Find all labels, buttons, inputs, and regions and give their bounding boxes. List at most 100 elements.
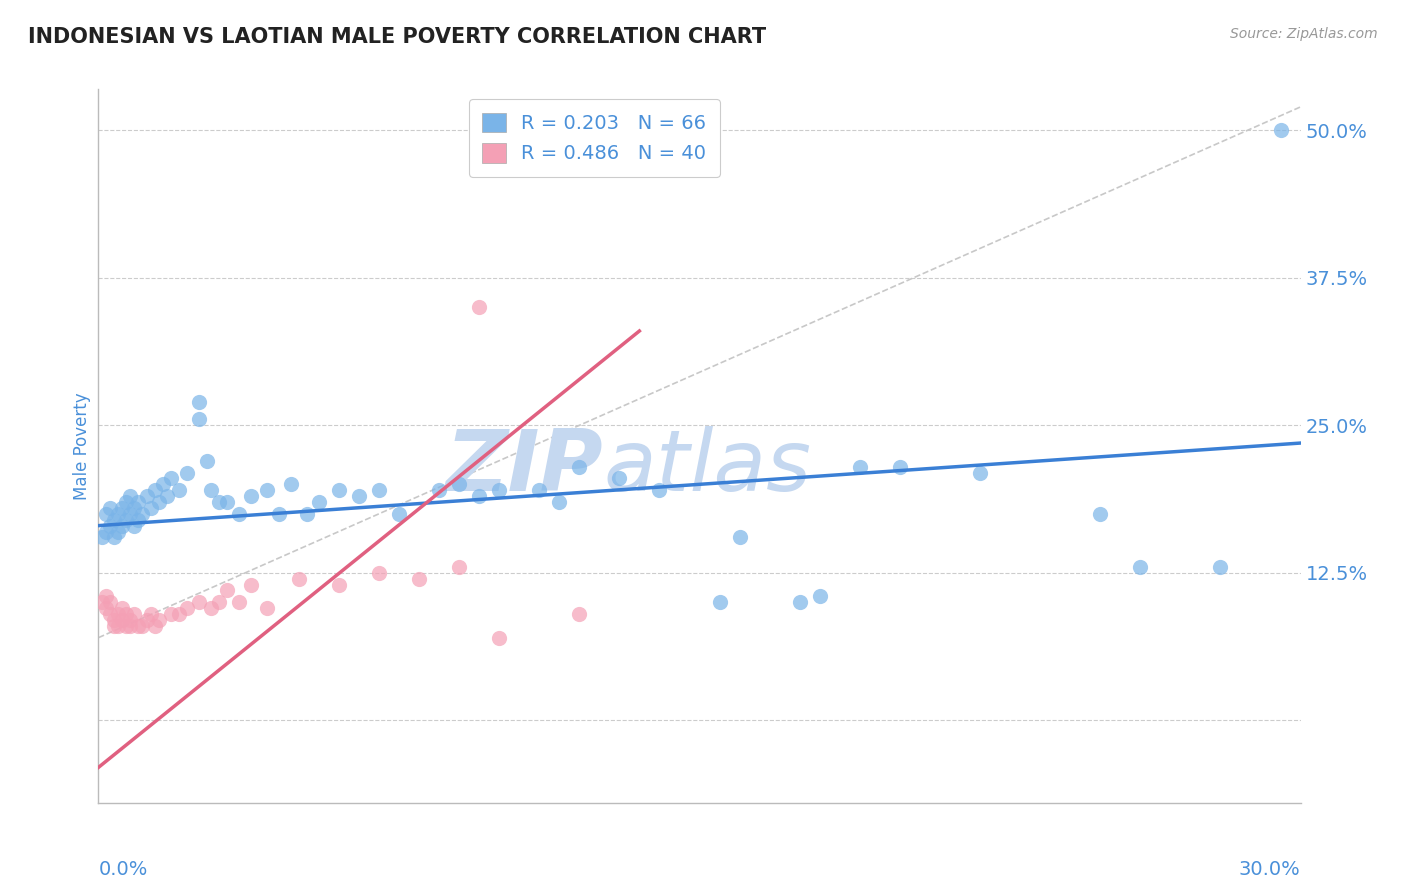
Point — [139, 500, 162, 515]
Point — [267, 507, 290, 521]
Point — [609, 471, 631, 485]
Point — [969, 466, 991, 480]
Point — [103, 513, 125, 527]
Point — [187, 412, 209, 426]
Point — [239, 577, 262, 591]
Point — [1209, 560, 1232, 574]
Point — [388, 507, 411, 521]
Point — [155, 489, 177, 503]
Point — [427, 483, 450, 498]
Point — [328, 483, 350, 498]
Point — [107, 507, 129, 521]
Point — [107, 619, 129, 633]
Point — [167, 607, 190, 621]
Point — [408, 572, 430, 586]
Point — [488, 631, 510, 645]
Point — [128, 513, 150, 527]
Point — [1270, 123, 1292, 137]
Y-axis label: Male Poverty: Male Poverty — [73, 392, 91, 500]
Point — [96, 507, 118, 521]
Point — [1129, 560, 1152, 574]
Point — [111, 613, 134, 627]
Point — [239, 489, 262, 503]
Point — [120, 613, 142, 627]
Point — [103, 613, 125, 627]
Text: ZIP: ZIP — [446, 425, 603, 509]
Point — [143, 619, 166, 633]
Point — [709, 595, 731, 609]
Point — [447, 560, 470, 574]
Point — [100, 518, 122, 533]
Point — [1088, 507, 1111, 521]
Point — [176, 601, 198, 615]
Point — [368, 483, 391, 498]
Point — [468, 301, 491, 315]
Point — [200, 601, 222, 615]
Text: Source: ZipAtlas.com: Source: ZipAtlas.com — [1230, 27, 1378, 41]
Point — [103, 530, 125, 544]
Point — [131, 619, 153, 633]
Point — [568, 607, 591, 621]
Point — [468, 489, 491, 503]
Point — [215, 583, 238, 598]
Text: INDONESIAN VS LAOTIAN MALE POVERTY CORRELATION CHART: INDONESIAN VS LAOTIAN MALE POVERTY CORRE… — [28, 27, 766, 46]
Point — [91, 530, 114, 544]
Point — [100, 500, 122, 515]
Point — [107, 524, 129, 539]
Point — [849, 459, 872, 474]
Point — [124, 500, 146, 515]
Point — [167, 483, 190, 498]
Point — [96, 590, 118, 604]
Point — [347, 489, 370, 503]
Point — [789, 595, 811, 609]
Point — [124, 518, 146, 533]
Point — [115, 607, 138, 621]
Point — [308, 495, 330, 509]
Point — [111, 601, 134, 615]
Point — [152, 477, 174, 491]
Point — [208, 595, 231, 609]
Point — [148, 495, 170, 509]
Point — [889, 459, 911, 474]
Point — [529, 483, 551, 498]
Point — [159, 607, 181, 621]
Point — [447, 477, 470, 491]
Point — [159, 471, 181, 485]
Point — [288, 572, 311, 586]
Point — [228, 507, 250, 521]
Point — [148, 613, 170, 627]
Point — [128, 619, 150, 633]
Point — [115, 619, 138, 633]
Point — [139, 607, 162, 621]
Point — [228, 595, 250, 609]
Point — [808, 590, 831, 604]
Point — [120, 619, 142, 633]
Point — [131, 507, 153, 521]
Point — [107, 607, 129, 621]
Point — [96, 601, 118, 615]
Point — [91, 595, 114, 609]
Point — [328, 577, 350, 591]
Point — [124, 607, 146, 621]
Point — [187, 394, 209, 409]
Point — [120, 507, 142, 521]
Point — [111, 518, 134, 533]
Point — [368, 566, 391, 580]
Point — [115, 513, 138, 527]
Point — [115, 495, 138, 509]
Point — [135, 489, 157, 503]
Point — [648, 483, 671, 498]
Point — [103, 619, 125, 633]
Text: atlas: atlas — [603, 425, 811, 509]
Legend: R = 0.203   N = 66, R = 0.486   N = 40: R = 0.203 N = 66, R = 0.486 N = 40 — [468, 99, 720, 177]
Point — [128, 495, 150, 509]
Point — [295, 507, 318, 521]
Point — [280, 477, 302, 491]
Point — [215, 495, 238, 509]
Point — [548, 495, 571, 509]
Point — [728, 530, 751, 544]
Point — [488, 483, 510, 498]
Point — [100, 607, 122, 621]
Point — [100, 595, 122, 609]
Point — [143, 483, 166, 498]
